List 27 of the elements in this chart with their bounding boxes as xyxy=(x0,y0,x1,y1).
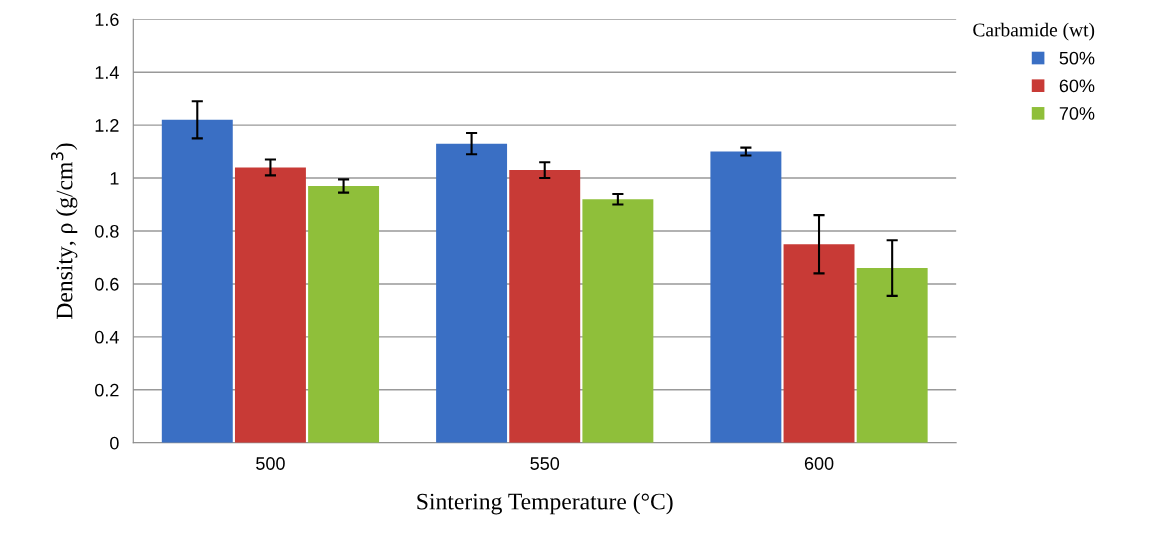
legend-label: 60% xyxy=(1059,79,1095,93)
bar xyxy=(582,199,654,443)
legend-title: Carbamide (wt) xyxy=(973,22,1095,41)
y-tick-label: 1.2 xyxy=(95,119,119,132)
y-tick-label: 1.4 xyxy=(95,66,119,79)
bar xyxy=(856,268,928,443)
x-tick-label: 550 xyxy=(530,457,560,470)
legend-label: 70% xyxy=(1059,107,1095,120)
bar xyxy=(436,143,508,443)
bar xyxy=(509,170,581,443)
x-tick-label: 600 xyxy=(804,457,834,470)
bar xyxy=(783,244,855,443)
legend-label: 50% xyxy=(1059,51,1095,65)
y-axis-title: Density, ρ (g/cm$^{3}$) xyxy=(50,143,78,319)
x-tick-label: 500 xyxy=(256,457,285,470)
y-tick-label: 0 xyxy=(110,436,119,450)
y-tick-label: 0.2 xyxy=(95,383,119,397)
bar xyxy=(308,186,380,443)
bar xyxy=(161,119,233,443)
y-tick-label: 0.4 xyxy=(95,330,119,344)
y-tick-label: 0.6 xyxy=(95,277,119,291)
y-tick-label: 1.6 xyxy=(95,13,119,26)
bar xyxy=(710,151,782,443)
x-axis-title: Sintering Temperature (°C) xyxy=(417,492,673,515)
y-tick-label: 1 xyxy=(110,172,119,185)
y-tick-label: 0.8 xyxy=(95,224,119,238)
bar xyxy=(234,167,306,443)
